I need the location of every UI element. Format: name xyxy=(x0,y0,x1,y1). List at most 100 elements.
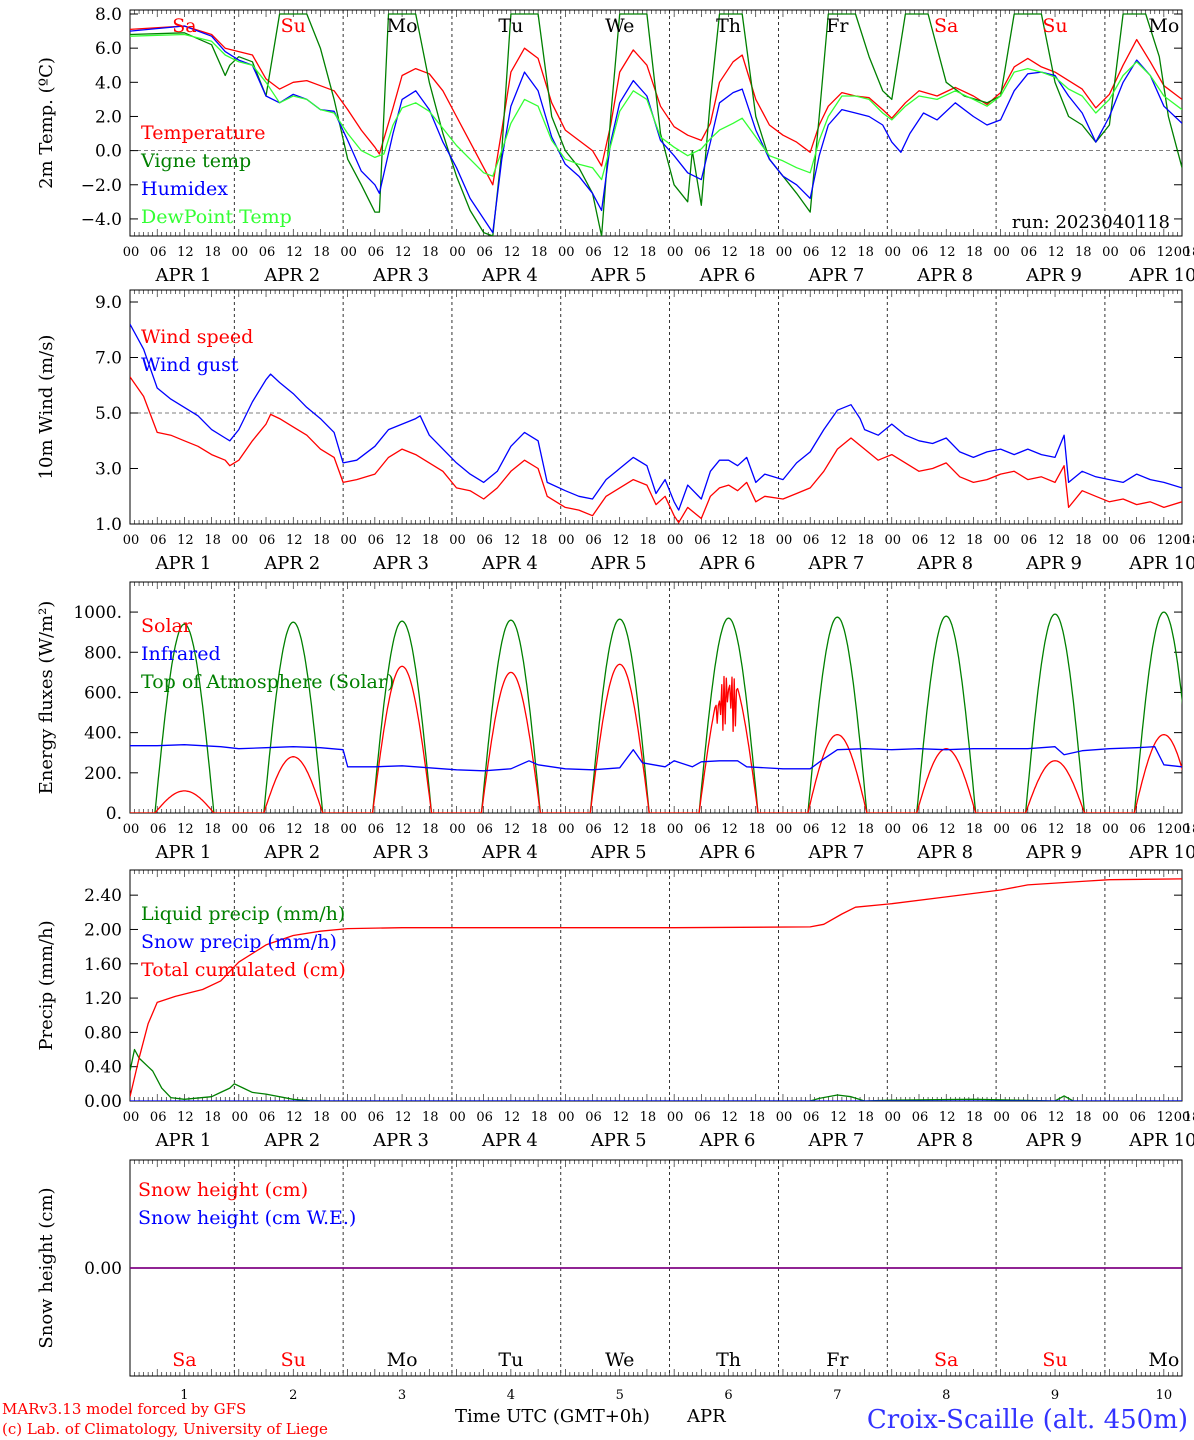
hour-label: 18 xyxy=(313,245,330,260)
hour-label: 12 xyxy=(939,1110,956,1125)
hour-label: 00 xyxy=(1174,245,1191,260)
hour-label: 12 xyxy=(504,822,521,837)
day-label-bottom: Mo xyxy=(1148,1349,1179,1371)
hour-label: 00 xyxy=(558,245,575,260)
hour-label: 00 xyxy=(667,533,684,548)
hour-label: 06 xyxy=(476,1110,493,1125)
hour-label: 06 xyxy=(803,245,820,260)
hour-label: 12 xyxy=(504,245,521,260)
hour-label: 06 xyxy=(368,822,385,837)
hour-label: 18 xyxy=(422,533,439,548)
hour-label: 00 xyxy=(449,822,466,837)
y-tick-label: −2.0 xyxy=(81,176,122,196)
day-label-top: Su xyxy=(281,15,306,37)
hour-label: 12 xyxy=(830,822,847,837)
hour-label: 12 xyxy=(1048,533,1065,548)
y-tick-label: 9.0 xyxy=(95,293,122,313)
hour-label: 00 xyxy=(340,245,357,260)
y-tick-label: 0.00 xyxy=(84,1092,122,1112)
date-label: APR 4 xyxy=(481,265,538,286)
hour-label: 18 xyxy=(1075,822,1092,837)
hour-label: 00 xyxy=(558,1110,575,1125)
hour-label: 18 xyxy=(857,245,874,260)
y-tick-label: 1.0 xyxy=(95,515,122,535)
hour-label: 18 xyxy=(640,822,657,837)
y-tick-label: 0.40 xyxy=(84,1058,122,1078)
y-tick-label: 3.0 xyxy=(95,460,122,480)
hour-label: 18 xyxy=(1075,1110,1092,1125)
day-number: 3 xyxy=(398,1388,406,1403)
legend-entry: Total cumulated (cm) xyxy=(141,959,346,981)
hour-label: 06 xyxy=(1021,245,1038,260)
hour-label: 12 xyxy=(1157,533,1174,548)
day-label-top: Su xyxy=(1042,15,1067,37)
hour-label: 06 xyxy=(585,822,602,837)
day-number: 2 xyxy=(289,1388,297,1403)
day-number: 5 xyxy=(616,1388,624,1403)
hour-label: 12 xyxy=(721,1110,738,1125)
date-label: APR 2 xyxy=(263,553,320,574)
day-label-top: Sa xyxy=(934,15,958,37)
hour-label: 18 xyxy=(1184,822,1194,837)
hour-label: 18 xyxy=(857,1110,874,1125)
hour-label: 00 xyxy=(449,533,466,548)
hour-label: 18 xyxy=(640,533,657,548)
series-temperature xyxy=(130,25,1182,186)
hour-label: 12 xyxy=(939,533,956,548)
plot-frame xyxy=(129,581,1183,814)
hour-label: 06 xyxy=(1021,822,1038,837)
hour-label: 18 xyxy=(966,533,983,548)
date-label: APR 7 xyxy=(807,265,864,286)
y-tick-label: −4.0 xyxy=(81,210,122,230)
date-label: APR 8 xyxy=(916,553,973,574)
hour-label: 00 xyxy=(885,245,902,260)
hour-label: 06 xyxy=(694,533,711,548)
hour-label: 18 xyxy=(531,1110,548,1125)
hour-label: 12 xyxy=(504,533,521,548)
hour-label: 18 xyxy=(204,1110,221,1125)
hour-label: 12 xyxy=(177,533,194,548)
legend-entry: Infrared xyxy=(141,643,221,665)
hour-label: 06 xyxy=(476,822,493,837)
hour-label: 12 xyxy=(177,1110,194,1125)
panel-5: 0.00 Snow height (cm) Snow height (cm) Snow… xyxy=(36,1159,1183,1377)
hour-label: 12 xyxy=(286,533,303,548)
day-label-top: Sa xyxy=(172,15,196,37)
day-label-bottom: Fr xyxy=(826,1349,849,1371)
hour-label: 00 xyxy=(123,245,140,260)
hour-label: 12 xyxy=(612,533,629,548)
legend-entry: Wind gust xyxy=(141,354,239,376)
hour-label: 18 xyxy=(1184,1110,1194,1125)
date-label: APR 9 xyxy=(1025,1130,1082,1151)
hour-label: 18 xyxy=(748,245,765,260)
hour-label: 12 xyxy=(612,1110,629,1125)
hour-label: 12 xyxy=(830,533,847,548)
legend-entry: DewPoint Temp xyxy=(141,206,292,228)
hour-label: 18 xyxy=(748,822,765,837)
legend-entry: Wind speed xyxy=(141,326,253,348)
legend-entry: Snow height (cm W.E.) xyxy=(138,1207,356,1229)
y-tick-label: 4.0 xyxy=(95,73,122,93)
series-total-cumulated-cm xyxy=(130,878,1182,1097)
series-liquid-precip-mm-h xyxy=(130,1048,1182,1101)
hour-label: 12 xyxy=(286,1110,303,1125)
date-label: APR 2 xyxy=(263,842,320,863)
y-axis-title: 10m Wind (m/s) xyxy=(36,335,57,480)
hour-label: 06 xyxy=(368,1110,385,1125)
day-label-top: Fr xyxy=(826,15,849,37)
hour-label: 06 xyxy=(912,245,929,260)
date-label: APR 10 xyxy=(1128,1130,1194,1151)
y-tick-label: 600. xyxy=(84,683,122,703)
y-tick-label: 2.00 xyxy=(84,920,122,940)
series-humidex xyxy=(130,25,1182,234)
y-tick-label: 1.20 xyxy=(84,989,122,1009)
y-axis-title: 2m Temp. (ºC) xyxy=(36,57,57,189)
hour-label: 00 xyxy=(1174,1110,1191,1125)
hour-label: 12 xyxy=(1157,1110,1174,1125)
hour-label: 00 xyxy=(667,822,684,837)
hour-label: 06 xyxy=(476,533,493,548)
hour-label: 00 xyxy=(776,1110,793,1125)
date-label: APR 3 xyxy=(372,842,429,863)
